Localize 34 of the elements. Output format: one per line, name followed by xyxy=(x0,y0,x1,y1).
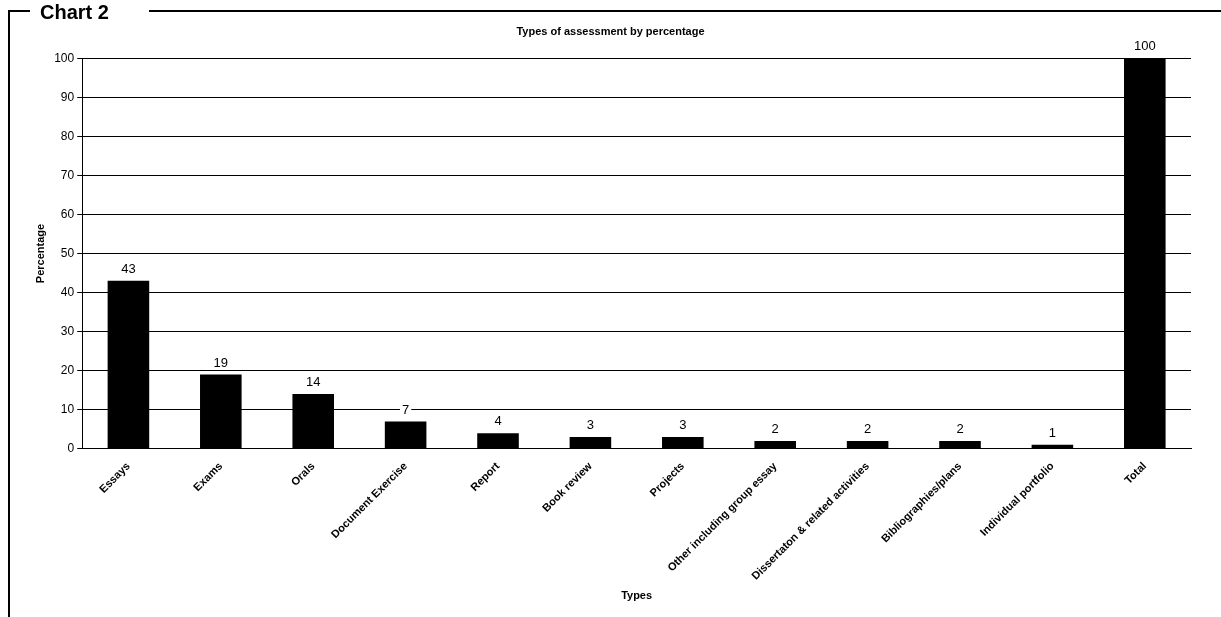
y-tick-label: 90 xyxy=(60,89,75,104)
bar xyxy=(662,437,704,449)
y-tick-label: 30 xyxy=(60,323,75,338)
data-label: 14 xyxy=(305,374,321,390)
data-label: 2 xyxy=(771,421,779,437)
y-tick-label: 40 xyxy=(60,284,75,299)
y-tick-label: 60 xyxy=(60,206,75,221)
y-tick-label: 100 xyxy=(54,50,75,65)
data-label: 100 xyxy=(1133,38,1156,54)
y-tick-label: 80 xyxy=(60,128,75,143)
y-tick-label: 10 xyxy=(60,402,75,417)
y-tick-label: 50 xyxy=(60,245,75,260)
data-label: 19 xyxy=(213,354,229,370)
bar xyxy=(384,421,427,449)
bar xyxy=(477,433,519,449)
data-label: 3 xyxy=(586,417,595,433)
y-tick-label: 20 xyxy=(60,362,75,377)
data-label: 7 xyxy=(402,401,410,417)
data-label: 3 xyxy=(679,417,687,433)
bar xyxy=(569,437,612,449)
data-label: 1 xyxy=(1048,424,1057,440)
y-tick-label: 70 xyxy=(60,167,75,182)
data-label: 43 xyxy=(121,260,136,276)
bar xyxy=(754,440,796,449)
bar xyxy=(846,440,889,449)
y-tick-label: 0 xyxy=(67,441,75,456)
data-label: 4 xyxy=(494,413,502,429)
data-label: 2 xyxy=(956,421,964,437)
chart-title: Types of assessment by percentage xyxy=(516,24,705,37)
data-label: 2 xyxy=(863,421,872,437)
caption: Chart 2 xyxy=(30,1,149,24)
y-axis-title: Percentage xyxy=(33,223,46,284)
x-axis-title: Types xyxy=(621,589,653,602)
bar xyxy=(939,440,981,449)
